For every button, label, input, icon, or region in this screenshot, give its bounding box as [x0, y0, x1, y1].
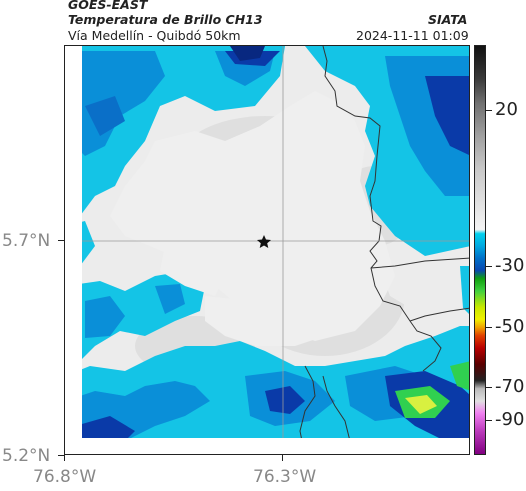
colorbar-label-20: 20	[495, 99, 518, 120]
lon-tick-76.8	[64, 455, 65, 461]
region-label: Vía Medellín - Quibdó 50km	[68, 28, 241, 43]
colorbar-tick-m70	[486, 387, 492, 388]
lon-label-76.3: 76.3°W	[253, 467, 317, 487]
lat-tick-5.2	[58, 455, 64, 456]
lat-label-5.2: 5.2°N	[2, 446, 51, 466]
star-icon	[257, 235, 271, 248]
satellite-name: GOES-EAST	[68, 0, 148, 12]
colorbar-label-m70: -70	[495, 376, 525, 397]
colorbar-tick-m50	[486, 327, 492, 328]
border-lines	[299, 46, 469, 454]
colorbar-label-m30: -30	[495, 255, 525, 276]
colorbar-tick-20	[486, 110, 492, 111]
lon-tick-76.3	[282, 455, 283, 461]
map-canvas	[65, 46, 469, 454]
colorbar-label-m90: -90	[495, 409, 525, 430]
data-margin	[65, 46, 469, 454]
colorbar-tick-m90	[486, 420, 492, 421]
colorbar-label-m50: -50	[495, 316, 525, 337]
product-title: Temperatura de Brillo CH13	[68, 12, 263, 27]
colorbar-tick-m30	[486, 266, 492, 267]
colorbar	[474, 45, 486, 455]
timestamp-label: 2024-11-11 01:09	[356, 28, 469, 43]
lat-tick-5.7	[58, 240, 64, 241]
organization-label: SIATA	[428, 12, 468, 27]
lon-label-76.8: 76.8°W	[33, 467, 97, 487]
lat-label-5.7: 5.7°N	[2, 231, 51, 251]
satellite-map[interactable]	[64, 45, 470, 455]
cloud-white-core	[110, 91, 395, 346]
